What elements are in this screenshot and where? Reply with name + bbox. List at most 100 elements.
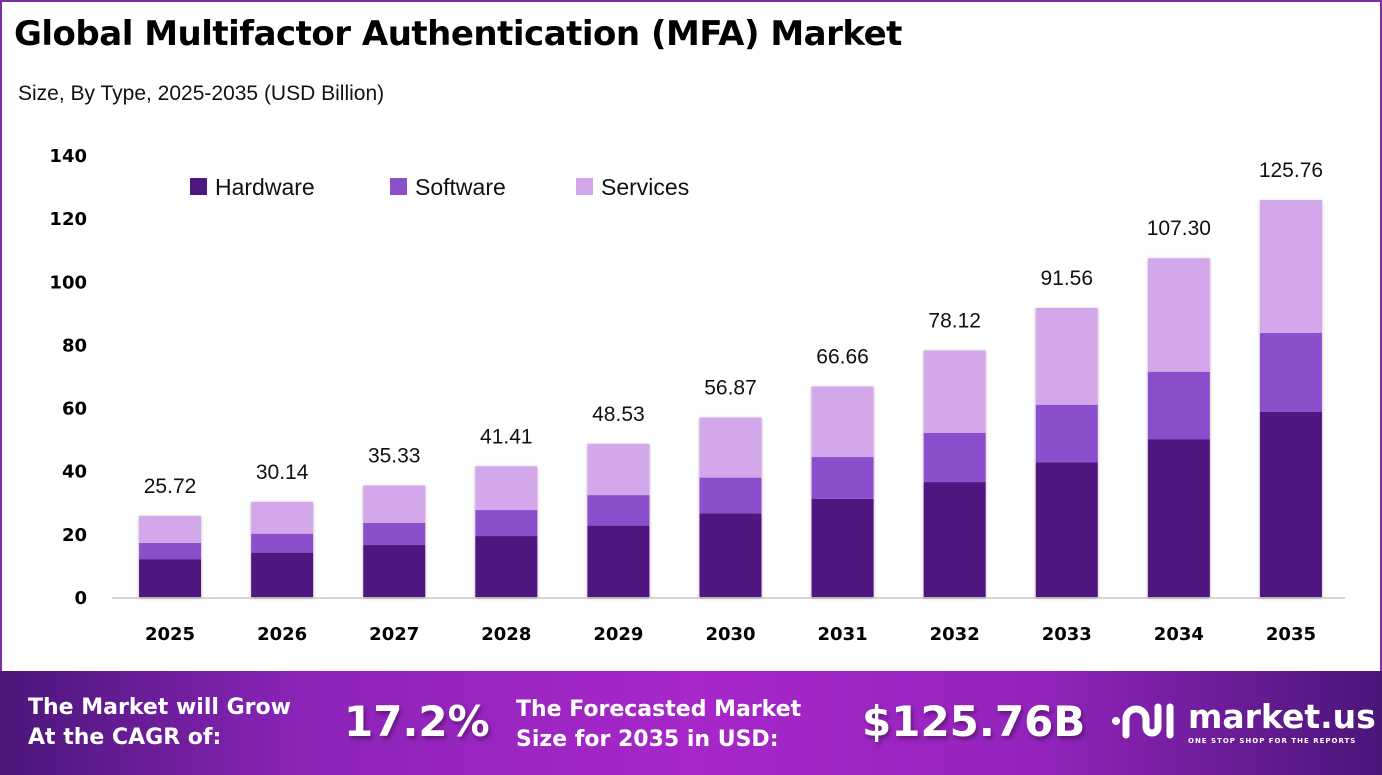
bar-segment-services <box>139 515 202 543</box>
data-label-total: 48.53 <box>592 403 645 426</box>
bar-segment-software <box>139 542 202 560</box>
legend-swatch-hardware <box>190 178 207 195</box>
x-axis: 2025 2026 2027 2028 2029 2030 2031 2032 2033 2034… <box>145 624 1316 645</box>
bar-segment-software <box>1259 332 1322 412</box>
bar-segment-hardware <box>139 559 202 597</box>
bar-stack-2026 <box>251 501 314 597</box>
legend-label-hardware: Hardware <box>215 174 315 200</box>
bar-segment-software <box>811 457 874 499</box>
logo-tagline: ONE STOP SHOP FOR THE REPORTS <box>1188 737 1357 745</box>
bar-stack-2032 <box>923 350 986 597</box>
bar-segment-software <box>363 522 426 546</box>
bar-stack-2033 <box>1035 307 1098 597</box>
forecast-label-line2: Size for 2035 in USD: <box>516 727 779 752</box>
bar-segment-software <box>699 477 762 514</box>
cagr-label-line2: At the CAGR of: <box>28 725 222 750</box>
logo-name: market.us <box>1188 697 1376 736</box>
bar-segment-hardware <box>363 545 426 597</box>
summary-banner: The Market will Grow At the CAGR of: 17.… <box>0 671 1382 775</box>
y-axis: 0 20 40 60 80 100 120 140 <box>49 146 87 609</box>
bar-stack-2027 <box>363 485 426 597</box>
bar-segment-hardware <box>1147 439 1210 597</box>
data-label-total: 125.76 <box>1259 159 1323 182</box>
bar-segment-hardware <box>811 498 874 597</box>
x-tick-label: 2032 <box>930 624 980 645</box>
bar-segment-hardware <box>1259 411 1322 597</box>
bar-segment-services <box>251 501 314 534</box>
data-label-total: 30.14 <box>256 461 309 484</box>
bar-stack-2030 <box>699 417 762 597</box>
bar-segment-software <box>475 510 538 537</box>
data-label-total: 66.66 <box>816 346 869 369</box>
y-tick-label: 80 <box>62 335 87 356</box>
bar-segment-services <box>1035 307 1098 405</box>
y-tick-label: 20 <box>62 525 87 546</box>
x-tick-label: 2029 <box>593 624 643 645</box>
bar-stack-2035 <box>1259 199 1322 597</box>
bar-segment-hardware <box>251 552 314 597</box>
bar-segment-hardware <box>587 525 650 597</box>
bar-segment-services <box>363 485 426 523</box>
bar-stack-2028 <box>475 466 538 597</box>
bar-segment-services <box>1147 258 1210 372</box>
x-tick-label: 2031 <box>818 624 868 645</box>
bar-segment-services <box>699 417 762 478</box>
bar-segment-services <box>1259 199 1322 333</box>
forecast-value: $125.76B <box>862 697 1086 746</box>
data-label-total: 78.12 <box>928 309 981 332</box>
x-tick-label: 2026 <box>257 624 307 645</box>
x-tick-label: 2028 <box>481 624 531 645</box>
y-tick-label: 120 <box>49 209 87 230</box>
data-label-total: 91.56 <box>1040 267 1093 290</box>
legend-swatch-services <box>576 178 593 195</box>
bar-segment-software <box>587 495 650 526</box>
bar-segment-software <box>1035 404 1098 463</box>
bar-stack-2034 <box>1147 258 1210 597</box>
legend-label-software: Software <box>415 174 506 200</box>
y-tick-label: 100 <box>49 272 87 293</box>
bars: 25.72 30.14 35.33 41.41 48.53 56.87 66.66 78.12… <box>139 159 1323 597</box>
bar-stack-2031 <box>811 386 874 597</box>
data-label-total: 35.33 <box>368 444 421 467</box>
legend-swatch-software <box>390 178 407 195</box>
bar-segment-services <box>811 386 874 458</box>
forecast-label: The Forecasted Market Size for 2035 in U… <box>516 695 801 755</box>
data-label-total: 25.72 <box>144 475 197 498</box>
y-tick-label: 40 <box>62 462 87 483</box>
cagr-label: The Market will Grow At the CAGR of: <box>28 693 291 753</box>
bar-stack-2025 <box>139 515 202 597</box>
bar-segment-hardware <box>699 513 762 597</box>
y-tick-label: 0 <box>74 588 87 609</box>
bar-segment-hardware <box>923 482 986 597</box>
data-label-total: 107.30 <box>1147 217 1211 240</box>
x-tick-label: 2033 <box>1042 624 1092 645</box>
market-us-logo: market.us ONE STOP SHOP FOR THE REPORTS <box>1110 697 1376 745</box>
bar-segment-software <box>1147 371 1210 440</box>
cagr-label-line1: The Market will Grow <box>28 695 291 720</box>
y-tick-label: 140 <box>49 146 87 167</box>
market-us-logo-icon <box>1112 703 1174 739</box>
bar-segment-hardware <box>1035 462 1098 597</box>
x-tick-label: 2027 <box>369 624 419 645</box>
bar-segment-services <box>475 466 538 511</box>
x-tick-label: 2035 <box>1266 624 1316 645</box>
bar-segment-software <box>251 533 314 553</box>
legend: Hardware Software Services <box>190 174 689 200</box>
forecast-label-line1: The Forecasted Market <box>516 697 802 722</box>
y-tick-label: 60 <box>62 399 87 420</box>
x-tick-label: 2030 <box>705 624 755 645</box>
stacked-bar-chart: 0 20 40 60 80 100 120 140 25.72 30.14 35.33 41.41 4… <box>49 146 1345 645</box>
bar-segment-hardware <box>475 536 538 597</box>
bar-segment-services <box>923 350 986 433</box>
bar-segment-software <box>923 432 986 483</box>
x-tick-label: 2025 <box>145 624 195 645</box>
bar-segment-services <box>587 443 650 496</box>
x-tick-label: 2034 <box>1154 624 1204 645</box>
legend-label-services: Services <box>601 174 689 200</box>
data-label-total: 56.87 <box>704 376 757 399</box>
chart-title: Global Multifactor Authentication (MFA) … <box>14 14 902 54</box>
data-label-total: 41.41 <box>480 425 533 448</box>
bar-stack-2029 <box>587 443 650 597</box>
chart-subtitle: Size, By Type, 2025-2035 (USD Billion) <box>18 82 385 105</box>
cagr-value: 17.2% <box>344 697 490 746</box>
